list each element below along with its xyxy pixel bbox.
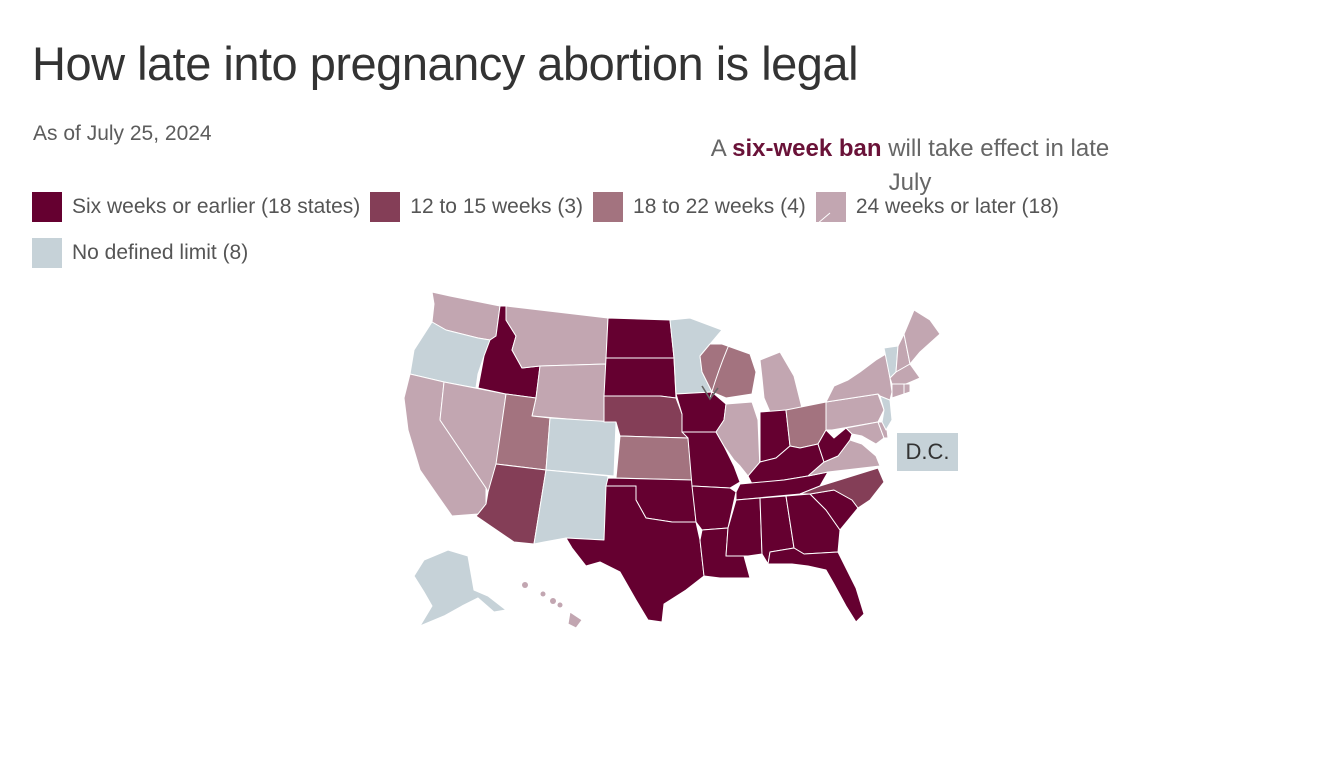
- legend-label: 18 to 22 weeks (4): [633, 195, 806, 218]
- legend-item-12-15-weeks: 12 to 15 weeks (3): [370, 192, 583, 222]
- state-SD[interactable]: [603, 357, 677, 399]
- legend-row-1: Six weeks or earlier (18 states) 12 to 1…: [32, 191, 1182, 223]
- annotation-highlight: six-week ban: [732, 135, 882, 162]
- state-WY[interactable]: [531, 363, 607, 423]
- arrow-head-icon: [701, 385, 719, 401]
- state-KS[interactable]: [615, 435, 693, 481]
- state-NY[interactable]: [825, 353, 893, 403]
- state-CO[interactable]: [545, 417, 617, 477]
- legend-label: Six weeks or earlier (18 states): [72, 195, 361, 218]
- state-MT[interactable]: [505, 305, 609, 369]
- legend-swatch: [370, 192, 401, 222]
- annotation-suffix: will take effect in late July: [881, 135, 1110, 196]
- legend-item-24-weeks: 24 weeks or later (18): [815, 192, 1059, 222]
- legend: Six weeks or earlier (18 states) 12 to 1…: [32, 191, 1182, 283]
- state-RI[interactable]: [903, 383, 911, 395]
- state-ME[interactable]: [903, 309, 941, 365]
- legend-swatch: [815, 192, 846, 222]
- state-IL[interactable]: [715, 401, 761, 477]
- legend-swatch: [32, 192, 62, 222]
- annotation-arrow: [709, 212, 831, 399]
- legend-item-no-limit: No defined limit (8): [32, 238, 248, 268]
- annotation-prefix: A: [710, 135, 733, 162]
- chart-title: How late into pregnancy abortion is lega…: [32, 37, 859, 90]
- legend-label: 12 to 15 weeks (3): [410, 195, 584, 218]
- annotation-text: A six-week ban will take effect in late …: [700, 132, 1120, 200]
- state-CT[interactable]: [891, 383, 905, 399]
- legend-item-six-weeks: Six weeks or earlier (18 states): [32, 192, 360, 222]
- state-ND[interactable]: [605, 317, 675, 359]
- state-OR[interactable]: [409, 321, 491, 389]
- legend-row-2: No defined limit (8): [32, 237, 1182, 269]
- legend-label: No defined limit (8): [72, 241, 249, 264]
- legend-swatch: [593, 192, 624, 222]
- legend-label: 24 weeks or later (18): [855, 195, 1059, 218]
- state-AK[interactable]: [413, 549, 507, 627]
- legend-swatch: [32, 238, 62, 268]
- state-FL[interactable]: [767, 547, 865, 623]
- chart-subtitle: As of July 25, 2024: [33, 122, 212, 145]
- state-HI[interactable]: [522, 582, 583, 629]
- state-NC[interactable]: [799, 467, 885, 509]
- state-IA[interactable]: [675, 391, 727, 433]
- state-TX[interactable]: [565, 485, 705, 623]
- state-MI[interactable]: [759, 351, 803, 413]
- legend-item-18-22-weeks: 18 to 22 weeks (4): [593, 192, 806, 222]
- state-NE[interactable]: [603, 395, 689, 439]
- state-NM[interactable]: [533, 469, 609, 545]
- dc-label[interactable]: D.C.: [897, 433, 958, 471]
